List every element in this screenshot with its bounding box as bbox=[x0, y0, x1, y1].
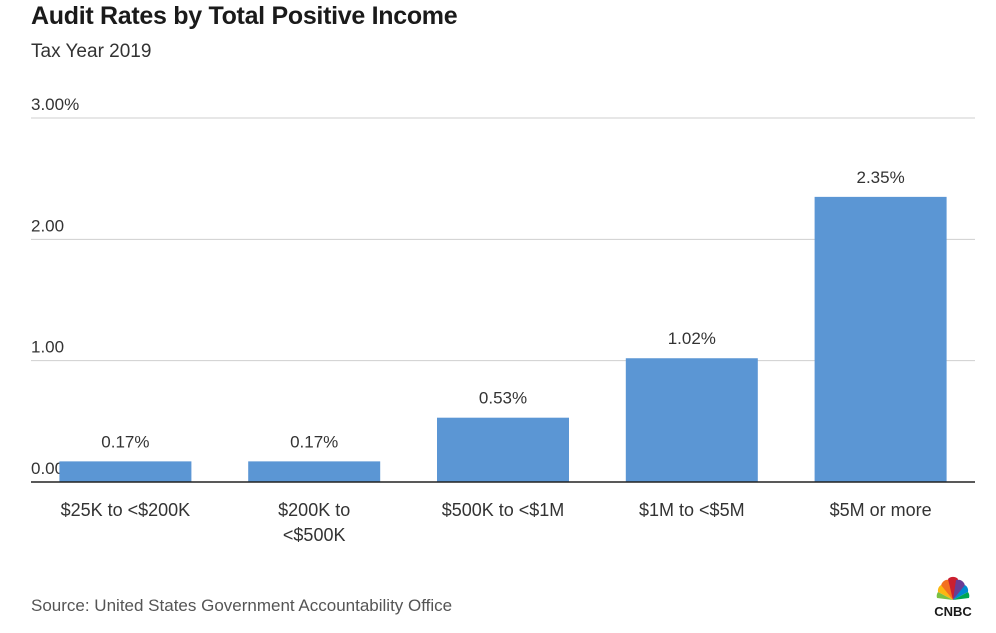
bar bbox=[59, 461, 192, 482]
cnbc-logo: CNBC bbox=[934, 576, 972, 618]
data-label: 2.35% bbox=[856, 168, 904, 187]
bar bbox=[625, 358, 758, 482]
peacock-icon bbox=[936, 576, 970, 600]
y-tick-label: 3.00% bbox=[31, 95, 79, 114]
bar bbox=[814, 196, 947, 482]
x-tick-label: $500K to <$1M bbox=[442, 500, 565, 520]
data-label: 0.17% bbox=[290, 432, 338, 451]
x-tick-label: $25K to <$200K bbox=[61, 500, 191, 520]
bar bbox=[248, 461, 381, 482]
logo-text: CNBC bbox=[934, 604, 972, 618]
x-tick-label: $1M to <$5M bbox=[639, 500, 745, 520]
chart-subtitle: Tax Year 2019 bbox=[31, 41, 152, 62]
data-label: 0.53% bbox=[479, 389, 527, 408]
bar bbox=[437, 417, 569, 482]
data-label: 0.17% bbox=[101, 432, 149, 451]
bar-chart: 0.00 1.00 2.00 3.00% 0.17% $25K to <$200K 0.17… bbox=[31, 95, 975, 545]
x-tick-label: $200K to bbox=[278, 500, 350, 520]
source-note: Source: United States Government Account… bbox=[31, 596, 453, 615]
y-tick-label: 2.00 bbox=[31, 216, 64, 235]
x-tick-label: <$500K bbox=[283, 525, 346, 545]
y-tick-label: 1.00 bbox=[31, 338, 64, 357]
x-tick-label: $5M or more bbox=[830, 500, 932, 520]
y-tick-label: 0.00 bbox=[31, 459, 64, 478]
data-label: 1.02% bbox=[668, 329, 716, 348]
chart-title: Audit Rates by Total Positive Income bbox=[31, 2, 458, 30]
